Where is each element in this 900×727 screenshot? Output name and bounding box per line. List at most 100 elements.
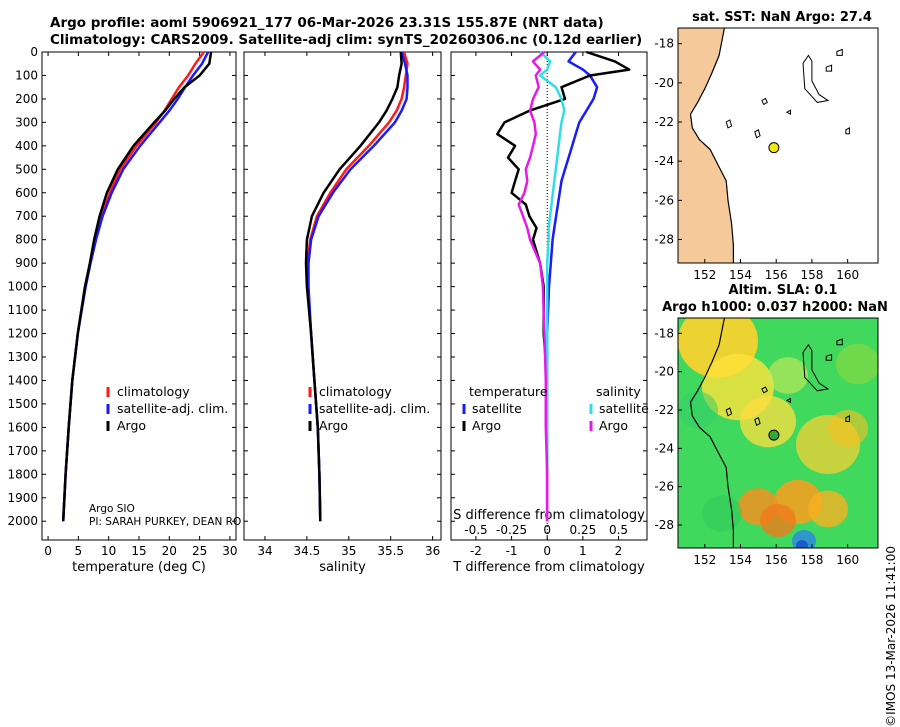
- lat-tick-label: -26: [654, 193, 674, 207]
- lon-tick-label: 158: [800, 553, 823, 567]
- sla-anomaly-patch: [678, 391, 718, 429]
- y-tick-label: 700: [15, 209, 38, 223]
- reef-outline: [725, 119, 733, 129]
- x2-tick-label: -0.5: [464, 523, 487, 537]
- legend-label: Argo: [472, 418, 501, 433]
- x-tick-label: 0: [44, 544, 52, 558]
- sla-map: -18 -20 -22 -24 -26 -28 152 154 156 158 160: [654, 317, 879, 567]
- argo-info-line2: PI: SARAH PURKEY, DEAN RO: [89, 516, 241, 528]
- map-frame: [677, 317, 879, 549]
- sla-anomaly-patch: [796, 540, 808, 548]
- sst-map: -18 -20 -22 -24 -26 -28 152 154 156 158 160: [654, 27, 879, 282]
- x-tick-label: 35.5: [377, 544, 404, 558]
- y-tick-label: 1600: [7, 420, 38, 434]
- lat-tick-label: -18: [654, 37, 674, 51]
- reef-outline: [845, 127, 850, 135]
- x-tick-label: 5: [75, 544, 83, 558]
- lat-tick-label: -26: [654, 480, 674, 494]
- reef-outline: [836, 338, 843, 346]
- plot-frame: [41, 51, 237, 541]
- x-tick-label: 34.5: [294, 544, 321, 558]
- lon-tick-label: 156: [765, 553, 788, 567]
- legend-label: satellite: [599, 401, 649, 416]
- reef-outline: [754, 416, 761, 427]
- argo-float-marker: [768, 429, 780, 441]
- x2-tick-label: -0.25: [496, 523, 527, 537]
- reef-outline: [802, 54, 830, 103]
- x-axis-label: temperature (deg C): [72, 560, 206, 575]
- legend-label: Argo: [319, 418, 348, 433]
- x-axis-label: T difference from climatology: [452, 560, 645, 575]
- x-tick-label: 25: [192, 544, 207, 558]
- sla-anomaly-patch: [740, 395, 796, 448]
- y-tick-label: 1200: [7, 327, 38, 341]
- legend-label: satellite-adj. clim.: [117, 401, 228, 416]
- y-tick-label: 900: [15, 256, 38, 270]
- sla-anomaly-patch: [808, 490, 848, 528]
- y-tick-label: 400: [15, 139, 38, 153]
- y-tick-label: 1800: [7, 467, 38, 481]
- x-tick-label: 34: [257, 544, 272, 558]
- x-tick-label: 36: [425, 544, 440, 558]
- sla-anomaly-patch: [828, 410, 868, 447]
- map-content: [678, 28, 878, 263]
- coastline: [689, 318, 735, 548]
- y-tick-label: 1700: [7, 444, 38, 458]
- lon-tick-label: 156: [765, 268, 788, 282]
- lat-tick-label: -28: [654, 233, 674, 247]
- lat-tick-label: -18: [654, 326, 674, 340]
- legend-label: satellite-adj. clim.: [319, 401, 430, 416]
- lat-tick-label: -20: [654, 76, 674, 90]
- y-tick-label: 200: [15, 92, 38, 106]
- y-tick-label: 500: [15, 162, 38, 176]
- lon-tick-label: 152: [693, 268, 716, 282]
- sla-map-title-line1: Altim. SLA: 0.1: [728, 283, 838, 298]
- map-content: [678, 318, 878, 548]
- lon-tick-label: 160: [836, 268, 859, 282]
- reef-outline: [785, 109, 791, 116]
- y-tick-label: 2000: [7, 514, 38, 528]
- sla-map-title-line2: Argo h1000: 0.037 h2000: NaN: [662, 300, 888, 315]
- y-tick-label: 100: [15, 68, 38, 82]
- coastline: [689, 28, 735, 263]
- reef-outline: [761, 97, 768, 106]
- y-tick-label: 1300: [7, 350, 38, 364]
- lat-tick-label: -20: [654, 365, 674, 379]
- reef-outline: [825, 64, 833, 72]
- y-tick-label: 1400: [7, 373, 38, 387]
- reef-outline: [785, 397, 791, 404]
- legend-label: Argo: [117, 418, 146, 433]
- x2-axis-label: S difference from climatology: [453, 508, 645, 523]
- legend-label: climatology: [117, 384, 190, 399]
- lat-tick-label: -28: [654, 518, 674, 532]
- reef-outline: [836, 48, 843, 56]
- series-line-salinity-Argo: [517, 51, 549, 522]
- y-tick-label: 0: [30, 45, 38, 59]
- x-tick-label: -1: [506, 544, 518, 558]
- y-tick-label: 600: [15, 186, 38, 200]
- x2-tick-label: 0: [543, 523, 551, 537]
- x-tick-label: 10: [101, 544, 116, 558]
- series-line-salinity-satellite: [538, 51, 566, 522]
- imos-credit: ©IMOS 13-Mar-2026 11:41:00: [884, 546, 898, 727]
- x-tick-label: 35: [341, 544, 356, 558]
- y-tick-label: 300: [15, 115, 38, 129]
- sla-anomaly-patch: [702, 495, 742, 532]
- y-tick-label: 1100: [7, 303, 38, 317]
- series-line-Argo: [304, 51, 403, 522]
- lat-tick-label: -24: [654, 154, 674, 168]
- x2-tick-label: 0.25: [569, 523, 596, 537]
- legend-label: Argo: [599, 418, 628, 433]
- figure-title-line2: Climatology: CARS2009. Satellite-adj cli…: [50, 32, 643, 48]
- legend-label: satellite: [472, 401, 522, 416]
- y-tick-label: 1000: [7, 280, 38, 294]
- x-tick-label: -2: [470, 544, 482, 558]
- lon-tick-label: 160: [836, 553, 859, 567]
- y-tick-label: 800: [15, 233, 38, 247]
- reef-outline: [825, 353, 833, 361]
- reef-outline: [725, 407, 733, 417]
- legend-header: temperature: [469, 384, 548, 399]
- legend-label: climatology: [319, 384, 392, 399]
- x-axis-label: salinity: [319, 560, 366, 575]
- reef-outline: [845, 414, 850, 422]
